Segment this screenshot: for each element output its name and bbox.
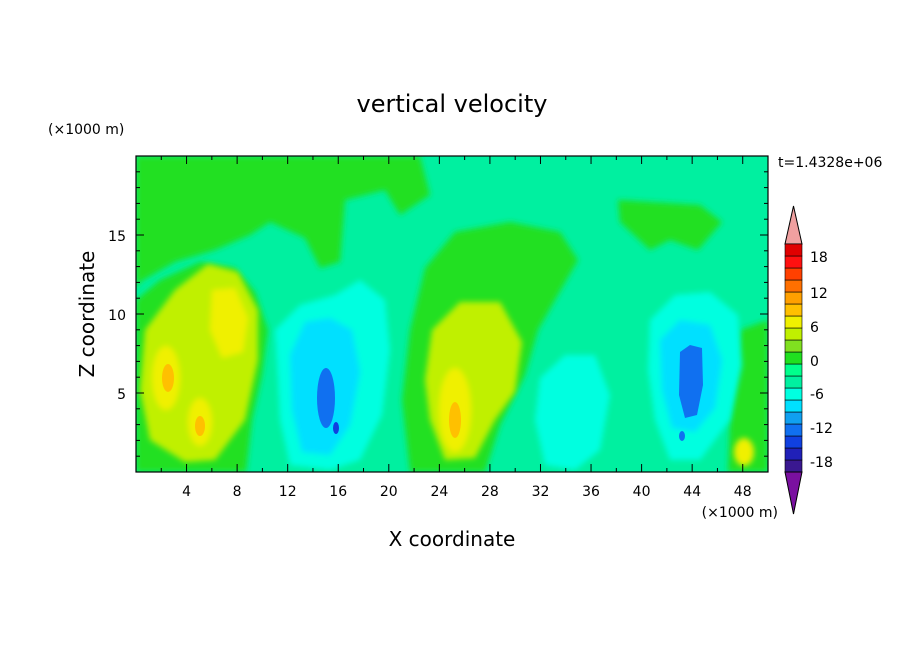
colorbar-segment (784, 339, 803, 353)
colorbar-segment (784, 267, 803, 281)
upper-zero-band (136, 156, 430, 290)
x-tick-label: 40 (633, 484, 651, 500)
x-tick-label: 4 (182, 484, 191, 500)
colorbar-labels: 18 12 6 0 -6 -12 -18 (810, 250, 833, 471)
colorbar-label: 0 (810, 354, 819, 370)
x-tick-label: 20 (380, 484, 398, 500)
right-core-blue (679, 345, 703, 418)
x-tick-label: 16 (329, 484, 347, 500)
tick-marks (136, 156, 768, 472)
x-tick-labels: 4 8 12 16 20 24 28 32 36 40 44 48 (182, 484, 751, 500)
y-tick-labels: 5 10 15 (108, 229, 126, 403)
colorbar-label: -18 (810, 455, 833, 471)
y-tick-label: 15 (108, 229, 126, 245)
left-core-blue (317, 368, 335, 428)
y-unit-label: (×1000 m) (48, 122, 124, 138)
x-tick-label: 48 (734, 484, 752, 500)
colorbar-segment (784, 423, 803, 437)
middle-core-orange (449, 402, 461, 438)
colorbar-segment (784, 375, 803, 389)
colorbar-segment (784, 387, 803, 401)
min-cores (317, 345, 703, 441)
x-tick-label: 28 (481, 484, 499, 500)
left-core-orange-b (195, 416, 205, 436)
x-tick-label: 8 (233, 484, 242, 500)
middle-right-downdraft (535, 355, 610, 470)
left-core-deep-blue (333, 422, 339, 434)
y-tick-label: 5 (117, 387, 126, 403)
x-tick-label: 44 (683, 484, 701, 500)
colorbar-segment (784, 447, 803, 461)
colorbar-segment (784, 327, 803, 341)
colorbar-label: 6 (810, 320, 819, 336)
colorbar-label: 18 (810, 250, 828, 266)
x-tick-label: 32 (532, 484, 550, 500)
colorbar-segment (784, 363, 803, 377)
colorbar-label: -12 (810, 421, 833, 437)
x-tick-label: 12 (279, 484, 297, 500)
max-cores (162, 364, 461, 438)
colorbar-segment (784, 303, 803, 317)
colorbar-upper-extension (784, 205, 803, 245)
colorbar-segment (784, 399, 803, 413)
time-label: t=1.4328e+06 (778, 155, 882, 171)
colorbar (784, 205, 803, 515)
x-tick-label: 24 (430, 484, 448, 500)
colorbar-segment (784, 435, 803, 449)
colorbar-segment (784, 411, 803, 425)
right-small-blue (679, 431, 685, 441)
y-axis-label: Z coordinate (75, 251, 99, 378)
colorbar-label: 12 (810, 286, 828, 302)
colorbar-segment (784, 291, 803, 305)
right-upper-zero-band (618, 200, 722, 250)
colorbar-segment (784, 279, 803, 293)
y-tick-label: 10 (108, 308, 126, 324)
colorbar-segment (784, 315, 803, 329)
colorbar-lower-extension (784, 471, 803, 515)
left-upper-yellow-core (210, 288, 248, 358)
right-edge-yellow (734, 438, 754, 466)
chart-title: vertical velocity (357, 90, 548, 118)
contour-field (136, 156, 768, 472)
x-axis-label: X coordinate (389, 527, 516, 551)
x-tick-label: 36 (582, 484, 600, 500)
colorbar-label: -6 (810, 387, 824, 403)
colorbar-segment (784, 459, 803, 473)
colorbar-segment (784, 243, 803, 257)
x-unit-label: (×1000 m) (702, 505, 778, 521)
colorbar-segment (784, 351, 803, 365)
left-core-orange-a (162, 364, 174, 392)
colorbar-segment (784, 255, 803, 269)
